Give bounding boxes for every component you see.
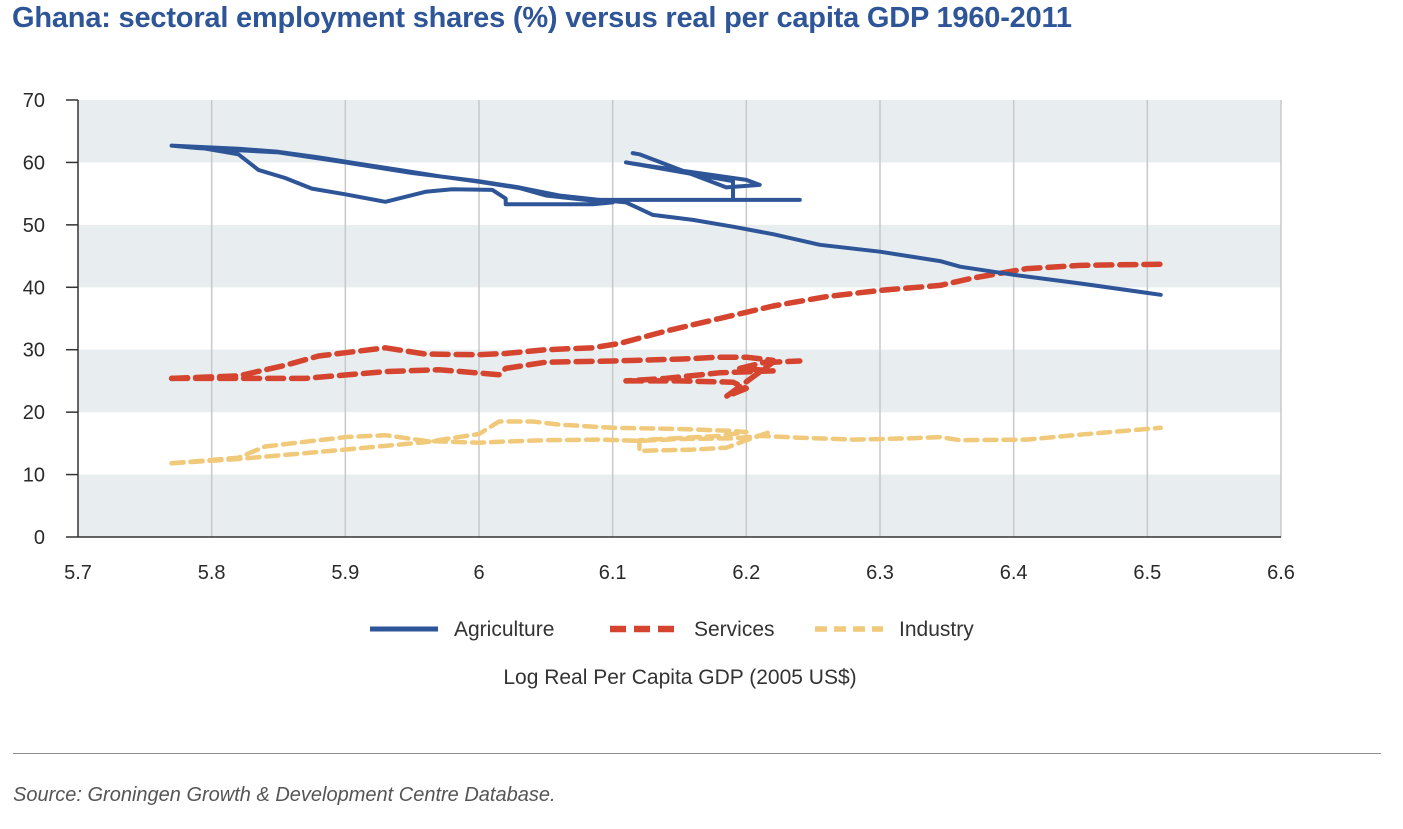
chart-legend: Agriculture Services Industry: [370, 618, 974, 641]
x-tick-label: 5.8: [198, 562, 226, 584]
series-line-agriculture-loop: [597, 151, 802, 202]
series-line-services-tail: [623, 358, 803, 400]
legend-label-industry: Industry: [899, 618, 974, 641]
chart-svg: 0 10 20 30 40 50 60 70 5.7 5.8 5.9 6 6.1 6.2 6.3 6.4 6.5…: [23, 90, 1295, 689]
plot-band: [78, 474, 1281, 537]
x-tick-label: 6.4: [1000, 562, 1028, 584]
x-tick-label: 6.3: [866, 562, 894, 584]
y-tick-label: 30: [23, 340, 45, 362]
footer-divider: [13, 753, 1381, 754]
chart-title: Ghana: sectoral employment shares (%) ve…: [12, 2, 1072, 34]
plot-bands: [78, 100, 1281, 537]
plot-band: [78, 224, 1281, 288]
plot-grid: [210, 100, 1282, 537]
x-tick-label: 6.6: [1267, 562, 1295, 584]
y-tick-label: 50: [23, 215, 45, 237]
x-tick-label: 5.9: [331, 562, 359, 584]
series-line-agriculture: [169, 143, 1163, 297]
plot-ticks: 0 10 20 30 40 50 60 70 5.7 5.8 5.9 6 6.1 6.2 6.3 6.4 6.5…: [23, 90, 1295, 584]
legend-label-services: Services: [694, 618, 775, 641]
plot-series: [168, 143, 1164, 466]
x-tick-label: 6.2: [732, 562, 760, 584]
x-tick-label: 6.5: [1133, 562, 1161, 584]
legend-label-agriculture: Agriculture: [454, 618, 554, 641]
x-axis-label: Log Real Per Capita GDP (2005 US$): [503, 666, 856, 689]
y-tick-label: 0: [34, 527, 45, 549]
series-line-industry: [169, 425, 1163, 466]
plot-axes: [66, 99, 1281, 538]
series-line-services-loop: [168, 354, 776, 384]
series-line-services: [168, 261, 1164, 382]
series-line-industry-loop: [169, 419, 776, 466]
y-tick-label: 70: [23, 90, 45, 112]
y-tick-label: 20: [23, 402, 45, 424]
y-tick-label: 60: [23, 152, 45, 174]
x-tick-label: 5.7: [64, 562, 92, 584]
source-note: Source: Groningen Growth & Development C…: [13, 784, 556, 806]
x-tick-label: 6.1: [599, 562, 627, 584]
x-tick-label: 6: [473, 562, 484, 584]
y-tick-label: 10: [23, 465, 45, 487]
y-tick-label: 40: [23, 277, 45, 299]
